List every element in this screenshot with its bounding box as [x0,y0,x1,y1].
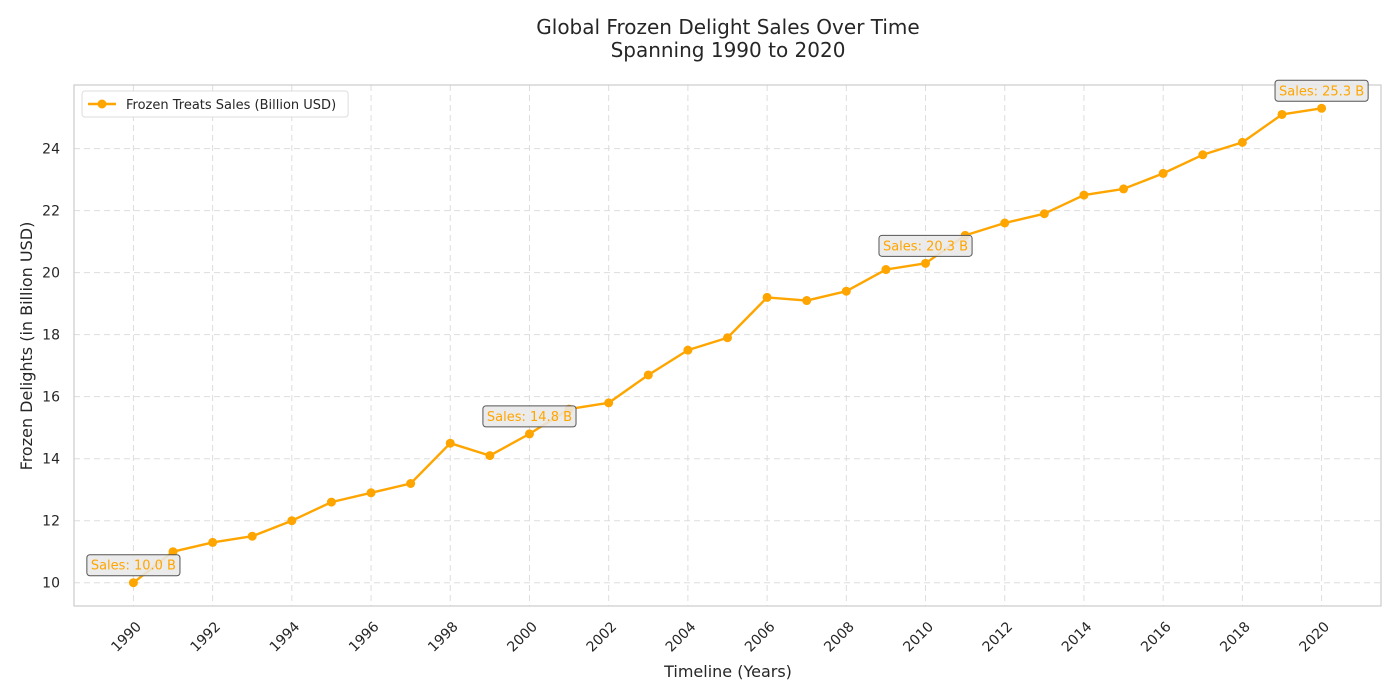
y-tick-label: 14 [42,452,60,468]
x-tick-label: 2000 [504,619,541,656]
x-tick-label: 1992 [188,619,225,656]
data-point [604,398,614,408]
annotation-box [1274,79,1369,102]
data-point [1277,109,1287,119]
data-point [287,516,297,526]
x-tick-label: 2006 [742,619,779,656]
y-tick-label: 24 [42,142,60,158]
annotation-box [878,234,973,257]
data-point [406,479,416,489]
series-layer [128,103,1327,588]
annotation-label: Sales: 20.3 B [883,239,968,254]
x-tick-label: 1996 [346,619,383,656]
annotation: Sales: 14.8 B [482,405,577,428]
y-tick-label: 16 [42,390,60,406]
data-point [762,292,772,302]
data-point [1198,150,1208,160]
series-line [132,107,1322,584]
x-tick-label: 2004 [663,619,700,656]
annotation-layer: Sales: 10.0 B Sales: 14.8 B Sales: 20.3 B S… [86,79,1369,577]
x-tick-label: 1994 [267,619,304,656]
y-tick-label: 20 [42,266,60,282]
data-point [326,497,336,507]
x-tick-label: 2010 [900,619,937,656]
data-point [485,451,495,461]
data-point [841,286,851,296]
chart-title: Global Frozen Delight Sales Over Time [536,15,919,39]
x-tick-label: 2016 [1138,619,1175,656]
legend-marker [97,99,107,109]
data-point [881,265,891,275]
x-tick-label: 2002 [584,619,621,656]
data-point [1119,184,1129,194]
data-point [1237,137,1247,147]
data-point [247,531,257,541]
y-axis-label: Frozen Delights (in Billion USD) [17,222,36,471]
annotation-box [482,405,577,428]
x-tick-label: 2014 [1059,619,1096,656]
y-tick-label: 12 [42,514,60,530]
legend-label: Frozen Treats Sales (Billion USD) [126,98,336,113]
data-point [1000,218,1010,228]
data-point [921,258,931,268]
x-tick-label: 2020 [1297,619,1334,656]
x-tick-label: 2018 [1217,619,1254,656]
data-point [1158,168,1168,178]
annotation: Sales: 25.3 B [1274,79,1369,102]
y-tick-label: 18 [42,328,60,344]
data-point [683,345,693,355]
data-point [1317,103,1327,113]
x-tick-label: 2012 [980,619,1017,656]
data-point [1079,190,1089,200]
x-axis-label: Timeline (Years) [663,662,792,681]
legend: Frozen Treats Sales (Billion USD) [81,90,349,118]
plot-frame [73,84,1382,607]
x-tick-label: 1990 [108,619,145,656]
annotation: Sales: 20.3 B [878,234,973,257]
legend-box [81,90,349,118]
annotation-label: Sales: 25.3 B [1279,84,1364,99]
x-tick-label: 2008 [821,619,858,656]
annotation-box [86,554,181,577]
chart-subtitle: Spanning 1990 to 2020 [611,38,846,62]
annotation: Sales: 10.0 B [86,554,181,577]
data-point [208,537,218,547]
data-point [128,578,138,588]
data-point [643,370,653,380]
data-point [168,547,178,557]
y-tick-label: 10 [42,576,60,592]
annotation-label: Sales: 14.8 B [487,410,572,425]
data-point [802,296,812,306]
data-point [1039,209,1049,219]
y-tick-label: 22 [42,204,60,220]
data-point [366,488,376,498]
data-point [723,333,732,343]
annotation-label: Sales: 10.0 B [91,559,176,574]
data-point [445,438,455,448]
x-tick-label: 1998 [425,619,462,656]
data-point [524,429,534,439]
